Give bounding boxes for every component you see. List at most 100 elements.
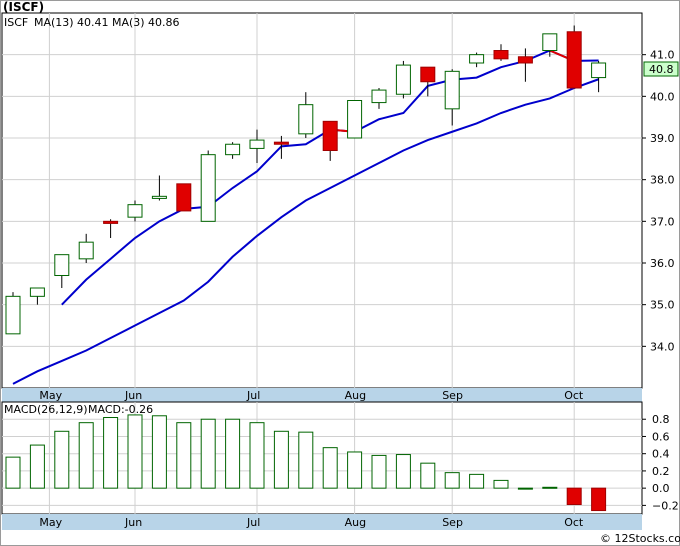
macd-y-tick-label: 0.0 [652, 482, 670, 495]
last-price-badge: 40.8 [649, 63, 674, 76]
price-x-month-label: Oct [564, 389, 584, 402]
macd-bar [493, 479, 509, 489]
price-y-tick-label: 35.0 [650, 299, 675, 312]
candle-body [200, 154, 216, 222]
price-legend-ma3-label: MA(3) [112, 16, 145, 29]
candle-body [469, 54, 485, 64]
macd-bar [29, 444, 45, 489]
macd-bar [542, 486, 558, 489]
ma13-line [12, 78, 599, 385]
price-legend-ma13-value: 40.41 [77, 16, 109, 29]
macd-y-tick-label: 0.8 [652, 413, 670, 426]
price-x-axis-band [2, 388, 642, 402]
macd-x-month-label: Oct [564, 516, 584, 529]
candle-body [395, 64, 411, 95]
candle-body [127, 204, 143, 218]
candle-body [54, 254, 70, 277]
macd-panel: −0.2 0.0 0.2 0.4 0.6 0.8 May Jun Jul Aug Sep… [1, 401, 679, 530]
candle-body [591, 62, 607, 79]
last-price-badge-box [643, 61, 679, 77]
macd-bar [322, 447, 338, 489]
price-y-axis: 34.0 35.0 36.0 37.0 38.0 39.0 40.0 41.0 [642, 49, 675, 353]
candle-body [249, 139, 265, 149]
macd-bar [420, 462, 436, 489]
candle-body [566, 31, 582, 89]
candle-body [322, 120, 338, 152]
macd-bar [151, 415, 167, 489]
price-panel: 34.0 35.0 36.0 37.0 38.0 39.0 40.0 41.0 May Jun J… [1, 12, 675, 402]
price-x-month-label: Jul [246, 389, 260, 402]
price-y-tick-label: 34.0 [650, 340, 675, 353]
macd-x-month-label: Jun [124, 516, 142, 529]
macd-bar [54, 430, 70, 489]
macd-bar [78, 422, 94, 489]
candle-body [225, 143, 241, 156]
price-x-axis: May Jun Jul Aug Sep Oct [39, 389, 584, 402]
candlesticks [5, 25, 607, 335]
macd-bar [176, 422, 192, 489]
price-plot-area [1, 12, 643, 389]
price-x-month-label: May [39, 389, 62, 402]
candle-body [493, 50, 509, 60]
macd-x-axis: May Jun Jul Aug Sep Oct [39, 516, 584, 529]
watermark: © 12Stocks.com [600, 532, 680, 545]
price-x-month-label: Aug [345, 389, 366, 402]
macd-bar [298, 431, 314, 489]
price-y-tick-label: 36.0 [650, 257, 675, 270]
price-y-tick-label: 38.0 [650, 174, 675, 187]
candle-body [103, 220, 119, 224]
candle-body [371, 89, 387, 104]
macd-bar [469, 473, 485, 489]
macd-legend-label: MACD(26,12,9) [4, 403, 88, 416]
candle-body [542, 33, 558, 51]
price-y-tick-label: 37.0 [650, 215, 675, 228]
macd-bar [127, 414, 143, 489]
macd-x-axis-band [2, 514, 642, 530]
macd-bar [249, 422, 265, 489]
macd-y-tick-label: −0.2 [652, 499, 679, 512]
macd-bar [347, 451, 363, 489]
macd-bar [444, 472, 460, 489]
macd-x-month-label: May [39, 516, 62, 529]
macd-x-month-label: Sep [442, 516, 463, 529]
candle-body [298, 104, 314, 135]
macd-x-month-label: Aug [345, 516, 366, 529]
macd-y-tick-label: 0.2 [652, 465, 670, 478]
macd-histogram [5, 414, 607, 512]
price-legend-ma13-label: MA(13) [34, 16, 74, 29]
price-legend-symbol: ISCF [4, 16, 28, 29]
macd-y-tick-label: 0.4 [652, 448, 670, 461]
price-x-month-label: Sep [442, 389, 463, 402]
macd-bar [517, 487, 533, 490]
macd-bar [200, 418, 216, 489]
macd-bar [5, 456, 21, 489]
macd-x-month-label: Jul [246, 516, 260, 529]
candle-body [176, 183, 192, 212]
candle-body [273, 141, 289, 145]
candle-body [151, 195, 167, 199]
chart-title: (ISCF) [3, 0, 44, 14]
price-y-tick-label: 40.0 [650, 90, 675, 103]
price-y-tick-label: 41.0 [650, 49, 675, 62]
macd-legend-value: MACD:-0.26 [88, 403, 153, 416]
macd-bar [591, 487, 607, 512]
candle-body [420, 66, 436, 83]
macd-bar [225, 418, 241, 489]
candle-body [78, 241, 94, 260]
candle-body [5, 295, 21, 335]
macd-y-tick-label: 0.6 [652, 430, 670, 443]
price-y-tick-label: 39.0 [650, 132, 675, 145]
price-legend-ma3-value: 40.86 [148, 16, 180, 29]
candle-body [347, 100, 363, 139]
candle-body [444, 70, 460, 110]
macd-bar [103, 417, 119, 489]
candle-body [29, 287, 45, 297]
macd-bar [371, 454, 387, 489]
price-x-month-label: Jun [124, 389, 142, 402]
macd-bar [566, 487, 582, 506]
macd-bar [395, 454, 411, 489]
macd-y-axis: −0.2 0.0 0.2 0.4 0.6 0.8 [642, 413, 679, 512]
candle-body [517, 56, 533, 64]
macd-bar [273, 430, 289, 489]
